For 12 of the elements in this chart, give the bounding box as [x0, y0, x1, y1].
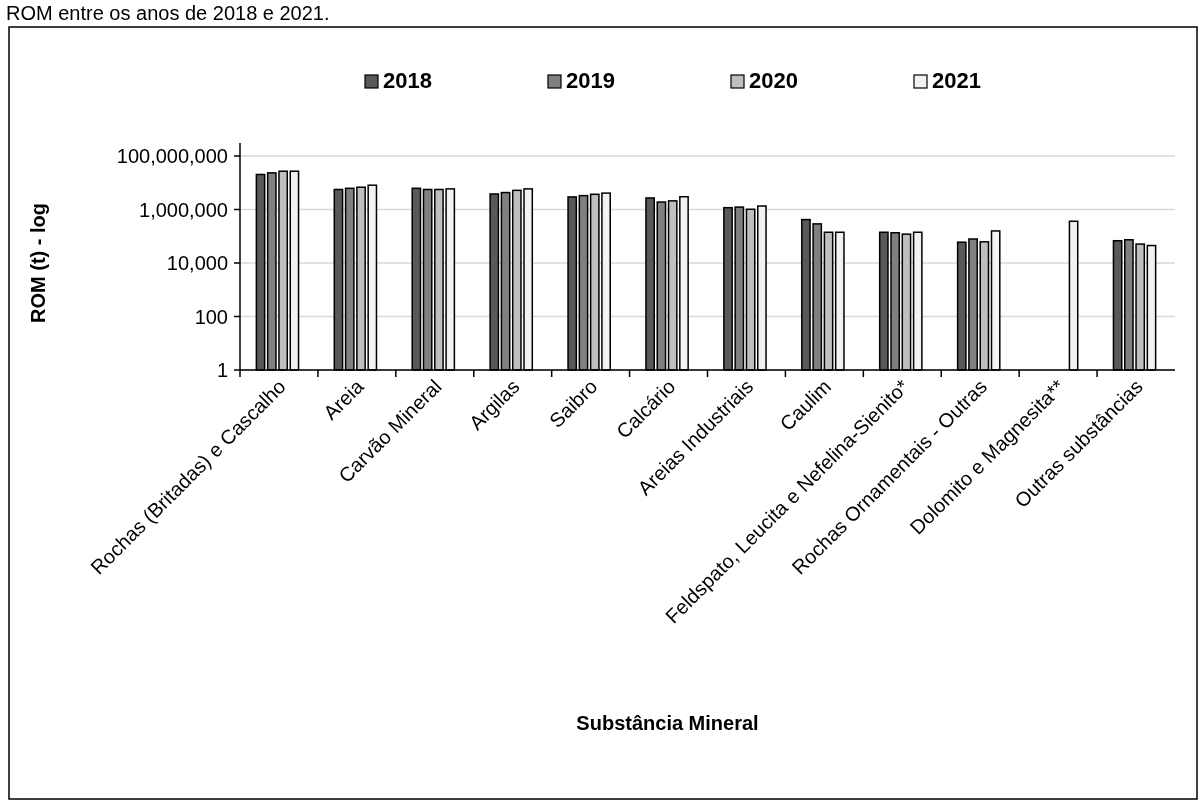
legend-label: 2019: [566, 68, 615, 93]
y-tick-label: 1,000,000: [139, 198, 228, 221]
x-axis-title: Substância Mineral: [576, 712, 759, 734]
y-tick-label: 100: [194, 305, 228, 328]
y-axis-title: ROM (t) - log: [27, 203, 49, 323]
y-tick-label: 100,000,000: [116, 145, 228, 167]
legend-label: 2021: [932, 68, 981, 93]
y-tick-label: 1: [216, 359, 228, 381]
chart-title: ROM entre os anos de 2018 e 2021.: [6, 2, 330, 24]
legend-label: 2020: [749, 68, 798, 93]
y-tick-label: 10,000: [166, 252, 228, 274]
legend-label: 2018: [383, 68, 432, 93]
